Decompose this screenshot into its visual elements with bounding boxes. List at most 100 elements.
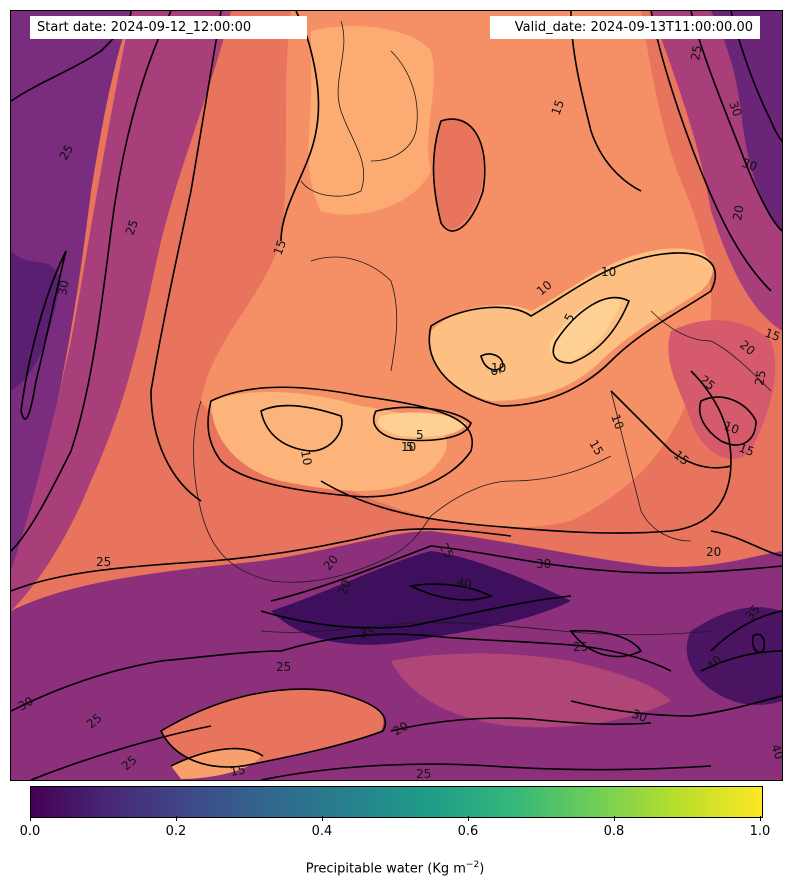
colorbar-tick-label: 0.0 [19,824,41,839]
colorbar-tick-label: 0.4 [311,824,333,839]
field-west-dark-strip [11,251,61,391]
contour-25-east-africa [569,629,643,658]
colorbar-tick-label: 1.0 [749,824,771,839]
colorbar-tick [614,816,615,821]
contour-label: 10 [601,265,616,279]
start-date-text: Start date: 2024-09-12_12:00:00 [37,20,252,35]
contour-label: 35 [359,625,376,641]
contour-30-med [270,545,782,602]
contour-40-east [700,650,782,672]
coastlines [193,20,772,636]
contour-10-italy [699,396,757,446]
contour-label: 5 [416,428,424,442]
contour-label: 30 [16,694,36,714]
contour-label: 30 [740,156,759,174]
field-med-dark [271,551,571,645]
contour-label: 10 [401,440,416,454]
colorbar-label-main: Precipitable water (Kg m [305,861,466,877]
contour-5-central [552,296,631,364]
field-north-east-dark [711,11,782,231]
contour-lines [11,11,782,780]
contour-label: 15 [763,326,782,344]
contour-25-med-north [11,528,512,592]
contour-15-africa [170,747,264,767]
contour-5-iberia [260,404,343,452]
field-italy [668,320,776,460]
contour-20-south-africa [390,717,652,732]
field-north-africa [161,688,384,767]
contour-40-east-small [751,633,766,654]
contour-20-north-east [650,11,772,292]
contour-label: 20 [730,204,746,221]
contour-30-south-east [570,695,782,717]
colorbar-label-exponent: −2 [465,860,480,870]
colorbar-tick [176,816,177,821]
contour-30-west [20,250,67,420]
contour-label: 30 [55,279,71,296]
contour-25-africa-low [30,725,212,780]
contour-label: 10 [722,419,741,437]
contour-label: 40 [455,575,472,591]
contour-5-blob [480,353,504,371]
contour-label: 25 [752,369,768,386]
contour-25-north-east [690,11,782,232]
contour-20-africa [159,688,387,768]
colorbar-tick-label: 0.6 [457,824,479,839]
contour-label: 5 [488,367,503,377]
contour-label: 25 [56,142,76,162]
colorbar-tick [322,816,323,821]
contour-35-east [710,610,782,652]
contour-label: 25 [688,44,704,61]
colorbar-tick [760,816,761,821]
contour-20-east [710,530,782,557]
contour-label: 15 [549,98,567,117]
field-africa-mid [391,653,671,728]
colorbar-tick-label: 0.2 [165,824,187,839]
field-africa-pale [171,748,261,779]
map-panel: 5 5 5 5 10 10 10 10 10 10 10 15 15 15 15… [10,10,783,781]
contour-label: 25 [123,218,141,237]
contour-5-spain [372,406,472,442]
contour-label: 20 [336,578,354,597]
contour-label: 15 [229,763,246,779]
contour-25-south [260,763,712,780]
contour-label: 20 [706,545,721,559]
valid-date-text: Valid_date: 2024-09-13T11:00:00.00 [514,20,753,35]
contour-label: 20 [391,719,411,739]
contour-label: 30 [726,99,744,118]
field-pale-inner [549,298,621,361]
contour-10-central [428,252,717,407]
colorbar-label-close: ) [479,861,485,877]
contour-25-africa [280,633,672,672]
contour-label: 25 [96,555,111,569]
colorbar-tick-label: 0.8 [603,824,625,839]
field-west-atlantic [11,11,131,611]
colorbar-tick [30,816,31,821]
contour-35-med [260,595,572,629]
contour-label: 25 [436,541,456,561]
contour-15-east [610,390,732,469]
contour-label: 30 [536,557,551,571]
colorbar-label: Precipitable water (Kg m−2) [0,860,790,876]
colorbar [30,786,763,818]
contour-10-iberia [207,386,474,498]
field-north-sea-high [433,119,484,230]
contour-40-med [408,583,494,601]
contour-label: 25 [276,660,291,674]
contour-30-north-east [730,11,782,142]
contour-label: 10 [298,449,314,466]
field-uk [308,26,434,215]
contour-15-west [150,11,222,502]
contour-label: 10 [491,361,506,375]
contour-label: 15 [271,238,289,257]
precipitable-water-map: 5 5 5 5 10 10 10 10 10 10 10 15 15 15 15… [11,11,782,780]
contour-30-africa [11,650,282,712]
start-date-box: Start date: 2024-09-12_12:00:00 [30,16,307,39]
colorbar-tick [468,816,469,821]
contour-label: 15 [737,441,756,459]
contour-15-central [320,370,732,534]
contour-label: 5 [406,440,414,454]
contour-25-west-2 [11,11,172,552]
contour-label: 25 [416,767,431,780]
field-east-med-dark [686,607,782,705]
